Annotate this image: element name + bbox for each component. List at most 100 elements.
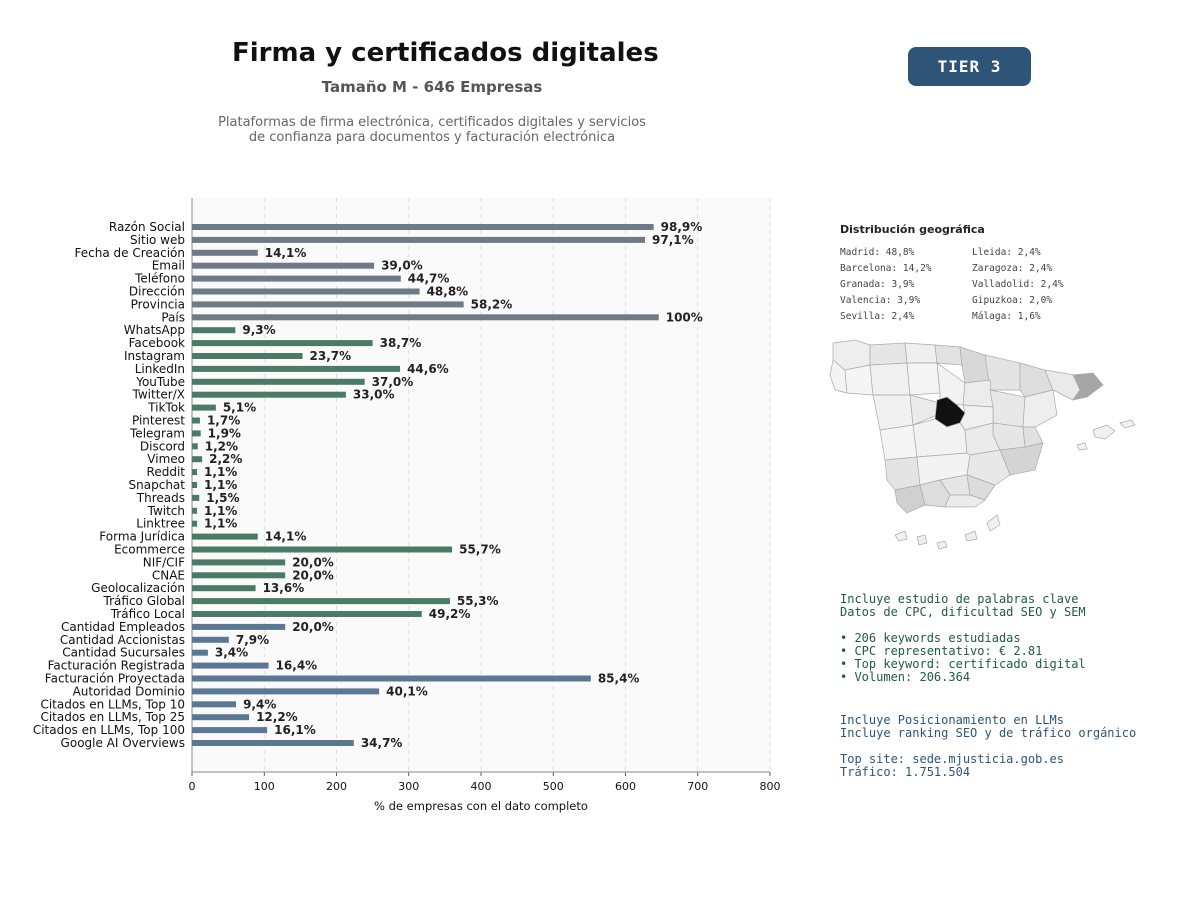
bar: [192, 327, 236, 334]
category-label: Citados en LLMs, Top 10: [40, 697, 185, 711]
bar: [192, 572, 286, 579]
bar: [192, 275, 401, 282]
data-label: 37,0%: [372, 375, 414, 389]
data-label: 55,3%: [457, 594, 499, 608]
bar-chart: 0 100 200 300 400 500 600 700 800 Razón Social 98,…: [33, 198, 781, 813]
category-label: Citados en LLMs, Top 25: [40, 710, 185, 724]
map-region: [934, 344, 963, 366]
seo-line-1: Incluye estudio de palabras clave: [840, 592, 1079, 606]
bar: [192, 701, 237, 708]
map-region: [959, 346, 991, 384]
bar: [192, 378, 365, 385]
bar: [192, 740, 354, 746]
data-label: 1,1%: [204, 465, 237, 479]
category-label: País: [161, 310, 185, 324]
data-label: 1,2%: [205, 439, 238, 453]
category-label: Geolocalización: [91, 581, 185, 595]
bar: [192, 443, 198, 450]
data-label: 7,9%: [236, 633, 269, 647]
data-label: 100%: [666, 310, 703, 324]
data-label: 20,0%: [292, 568, 334, 582]
data-label: 48,8%: [427, 285, 469, 299]
category-label: Sitio web: [130, 233, 185, 247]
data-label: 14,1%: [265, 530, 307, 544]
data-label: 85,4%: [598, 672, 640, 686]
geo-item: Málaga: 1,6%: [972, 311, 1041, 322]
map-region: [906, 362, 941, 396]
bar: [192, 714, 250, 721]
category-label: Discord: [140, 439, 185, 453]
map-region: [872, 394, 914, 431]
map-region: [964, 530, 978, 542]
x-tick-label: 100: [254, 780, 275, 793]
category-label: Threads: [136, 491, 185, 505]
seo-bullet: • Volumen: 206.364: [840, 670, 971, 684]
x-tick-label: 600: [615, 780, 636, 793]
data-label: 1,1%: [204, 478, 237, 492]
map-region: [1119, 419, 1136, 429]
x-axis-label: % de empresas con el dato completo: [374, 799, 588, 813]
bar: [192, 482, 198, 488]
x-tick-label: 700: [687, 780, 708, 793]
geo-title: Distribución geográfica: [840, 223, 985, 236]
data-label: 13,6%: [263, 581, 305, 595]
bar: [192, 391, 346, 398]
map-region: [944, 494, 986, 508]
category-label: Dirección: [129, 285, 185, 299]
category-label: Snapchat: [129, 478, 186, 492]
map-region: [879, 424, 918, 461]
llm-line-1: Incluye Posicionamiento en LLMs: [840, 713, 1064, 727]
data-label: 1,1%: [204, 504, 237, 518]
data-label: 58,2%: [471, 297, 513, 311]
plot-background: [192, 198, 770, 772]
map-region: [884, 456, 921, 491]
seo-bullet: • Top keyword: certificado digital: [840, 657, 1086, 671]
x-tick-label: 400: [471, 780, 492, 793]
category-label: Facturación Registrada: [48, 659, 185, 673]
bar: [192, 456, 203, 463]
description-line-1: Plataformas de firma electrónica, certif…: [218, 115, 646, 130]
data-label: 40,1%: [386, 684, 428, 698]
seo-bullet: • CPC representativo: € 2.81: [840, 644, 1043, 658]
bar: [192, 365, 401, 372]
llm-line-2: Incluye ranking SEO y de tráfico orgánic…: [840, 726, 1137, 740]
category-label: Cantidad Accionistas: [60, 633, 185, 647]
bar: [192, 314, 659, 321]
geo-item: Valladolid: 2,4%: [972, 279, 1064, 290]
geo-item: Valencia: 3,9%: [840, 295, 921, 306]
category-label: Facebook: [129, 336, 185, 350]
bar: [192, 469, 198, 476]
llm-top-site: Top site: sede.mjusticia.gob.es: [840, 752, 1064, 766]
geo-item: Zaragoza: 2,4%: [972, 263, 1053, 274]
category-label: Ecommerce: [114, 543, 185, 557]
data-label: 44,6%: [407, 362, 449, 376]
bar: [192, 236, 646, 243]
category-label: WhatsApp: [124, 323, 185, 337]
data-label: 55,7%: [459, 543, 501, 557]
category-label: Autoridad Dominio: [73, 684, 185, 698]
bar: [192, 611, 422, 617]
map-region: [869, 342, 908, 366]
data-label: 1,9%: [208, 426, 241, 440]
data-label: 5,1%: [223, 401, 256, 415]
geo-item: Barcelona: 14,2%: [840, 263, 932, 274]
data-label: 39,0%: [381, 259, 423, 273]
bar: [192, 301, 464, 308]
description-line-2: de confianza para documentos y facturaci…: [248, 130, 616, 145]
data-label: 20,0%: [292, 620, 334, 634]
bar: [192, 675, 591, 682]
category-label: YouTube: [135, 375, 185, 389]
geo-column-1: Madrid: 48,8% Barcelona: 14,2% Granada: …: [840, 247, 932, 327]
category-label: Forma Jurídica: [99, 530, 185, 544]
x-tick-label: 300: [398, 780, 419, 793]
category-label: Citados en LLMs, Top 100: [33, 723, 185, 737]
category-label: CNAE: [152, 568, 185, 582]
data-label: 23,7%: [310, 349, 352, 363]
bar: [192, 507, 198, 514]
data-label: 44,7%: [408, 272, 450, 286]
category-label: Provincia: [131, 297, 185, 311]
geo-item: Lleida: 2,4%: [972, 247, 1041, 258]
bar: [192, 404, 216, 411]
seo-line-2: Datos de CPC, dificultad SEO y SEM: [840, 605, 1086, 619]
data-label: 98,9%: [661, 220, 703, 234]
